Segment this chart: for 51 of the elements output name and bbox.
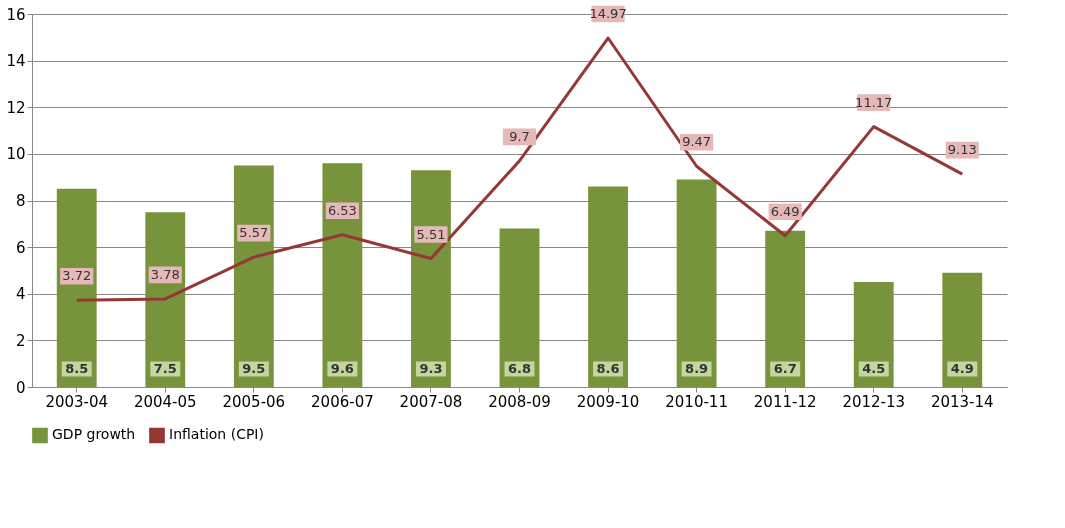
bar bbox=[499, 228, 540, 387]
y-tick-label: 12 bbox=[6, 98, 26, 117]
data-label: 9.13 bbox=[947, 142, 977, 158]
data-label: 8.5 bbox=[65, 361, 89, 376]
data-label: 3.78 bbox=[150, 266, 180, 282]
x-tick-label: 2011-12 bbox=[753, 392, 817, 411]
data-label: 7.5 bbox=[153, 361, 177, 376]
bar bbox=[853, 282, 894, 387]
data-label: 4.5 bbox=[862, 361, 886, 376]
x-tick-label: 2013-14 bbox=[930, 392, 994, 411]
x-tick-label: 2010-11 bbox=[665, 392, 728, 411]
bar bbox=[588, 186, 628, 387]
data-label: 3.72 bbox=[62, 268, 92, 284]
x-tick-label: 2009-10 bbox=[576, 392, 640, 411]
y-tick-label: 2 bbox=[15, 331, 26, 350]
data-label: 8.6 bbox=[596, 361, 620, 376]
bar bbox=[322, 163, 363, 387]
data-label: 8.9 bbox=[685, 361, 709, 376]
data-label: 4.9 bbox=[950, 361, 974, 376]
x-tick-label: 2005-06 bbox=[222, 392, 286, 411]
bar bbox=[942, 272, 983, 387]
data-label: 14.97 bbox=[589, 6, 627, 22]
x-tick-label: 2006-07 bbox=[311, 392, 374, 411]
data-label: 9.7 bbox=[509, 128, 530, 144]
y-tick-label: 4 bbox=[15, 285, 26, 304]
legend-label: GDP growth bbox=[52, 426, 136, 443]
y-tick-label: 8 bbox=[15, 192, 26, 210]
data-label: 9.6 bbox=[330, 361, 354, 376]
y-tick-label: 16 bbox=[6, 5, 26, 24]
x-tick-label: 2007-08 bbox=[399, 392, 463, 411]
data-label: 6.8 bbox=[507, 361, 532, 376]
y-tick-label: 14 bbox=[6, 52, 26, 71]
data-label: 5.51 bbox=[416, 226, 446, 242]
data-label: 6.49 bbox=[770, 203, 800, 219]
x-tick-label: 2012-13 bbox=[842, 392, 906, 411]
data-label: 5.57 bbox=[239, 225, 269, 241]
bar bbox=[765, 230, 806, 387]
x-tick-label: 2003-04 bbox=[45, 392, 109, 411]
data-label: 9.5 bbox=[242, 361, 266, 376]
data-label: 6.53 bbox=[327, 202, 357, 218]
y-tick-label: 10 bbox=[6, 145, 26, 164]
legend-label: Inflation (CPI) bbox=[169, 426, 264, 443]
x-tick-label: 2008-09 bbox=[488, 392, 551, 411]
data-label: 6.7 bbox=[773, 361, 797, 376]
y-tick-label: 0 bbox=[15, 378, 26, 397]
y-tick-label: 6 bbox=[15, 238, 26, 257]
x-tick-label: 2004-05 bbox=[133, 392, 197, 411]
data-label: 9.47 bbox=[682, 134, 712, 150]
bar bbox=[676, 179, 717, 387]
data-label: 9.3 bbox=[419, 361, 443, 376]
data-label: 11.17 bbox=[855, 94, 893, 110]
